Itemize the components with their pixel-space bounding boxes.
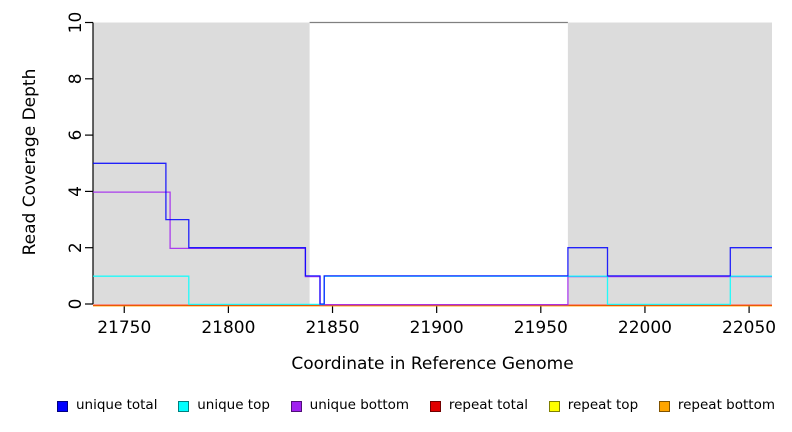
legend-swatch-icon — [57, 400, 68, 412]
legend-label: repeat bottom — [677, 397, 775, 414]
plot-area: 0 2 4 6 8 10 21750 21800 21850 21900 21950 22000 220… — [66, 12, 776, 338]
x-tick-label: 21900 — [410, 318, 464, 338]
legend-swatch-icon — [178, 400, 190, 412]
legend-label: repeat total — [448, 397, 528, 414]
x-tick-label: 22000 — [618, 318, 672, 338]
coverage-plot-svg: 0 2 4 6 8 10 21750 21800 21850 21900 21950 22000 220… — [66, 12, 776, 338]
legend-label: repeat top — [567, 397, 639, 414]
legend-item-repeat-total: repeat total — [429, 397, 528, 414]
y-tick-label: 0 — [66, 299, 86, 310]
legend-swatch-icon — [658, 400, 670, 412]
legend-swatch-icon — [290, 400, 302, 412]
legend-label: unique top — [197, 397, 270, 414]
x-tick-label: 22050 — [722, 318, 776, 338]
legend-item-unique-bottom: unique bottom — [290, 397, 410, 414]
y-tick-label: 10 — [66, 12, 86, 34]
repeat-region — [567, 22, 772, 304]
legend-item-repeat-bottom: repeat bottom — [658, 397, 775, 414]
legend: unique total unique top unique bottom repea… — [57, 397, 775, 415]
x-tick-label: 21800 — [201, 318, 255, 338]
y-tick-label: 8 — [66, 73, 86, 84]
legend-label: unique total — [76, 397, 158, 414]
legend-label: unique bottom — [309, 397, 410, 414]
legend-swatch-icon — [429, 400, 441, 412]
x-tick-label: 21750 — [97, 318, 151, 338]
series-line-unique-total — [93, 162, 772, 305]
legend-item-repeat-top: repeat top — [548, 397, 639, 414]
x-tick-label: 21950 — [514, 318, 568, 338]
legend-item-unique-total: unique total — [57, 399, 157, 413]
x-axis-title: Coordinate in Reference Genome — [291, 354, 574, 374]
y-tick-label: 2 — [66, 242, 86, 253]
legend-swatch-icon — [548, 400, 560, 412]
y-tick-label: 4 — [66, 186, 86, 197]
legend-item-unique-top: unique top — [178, 399, 270, 413]
y-axis-title: Read Coverage Depth — [20, 68, 40, 256]
y-tick-label: 6 — [66, 130, 86, 141]
x-tick-label: 21850 — [305, 318, 359, 338]
